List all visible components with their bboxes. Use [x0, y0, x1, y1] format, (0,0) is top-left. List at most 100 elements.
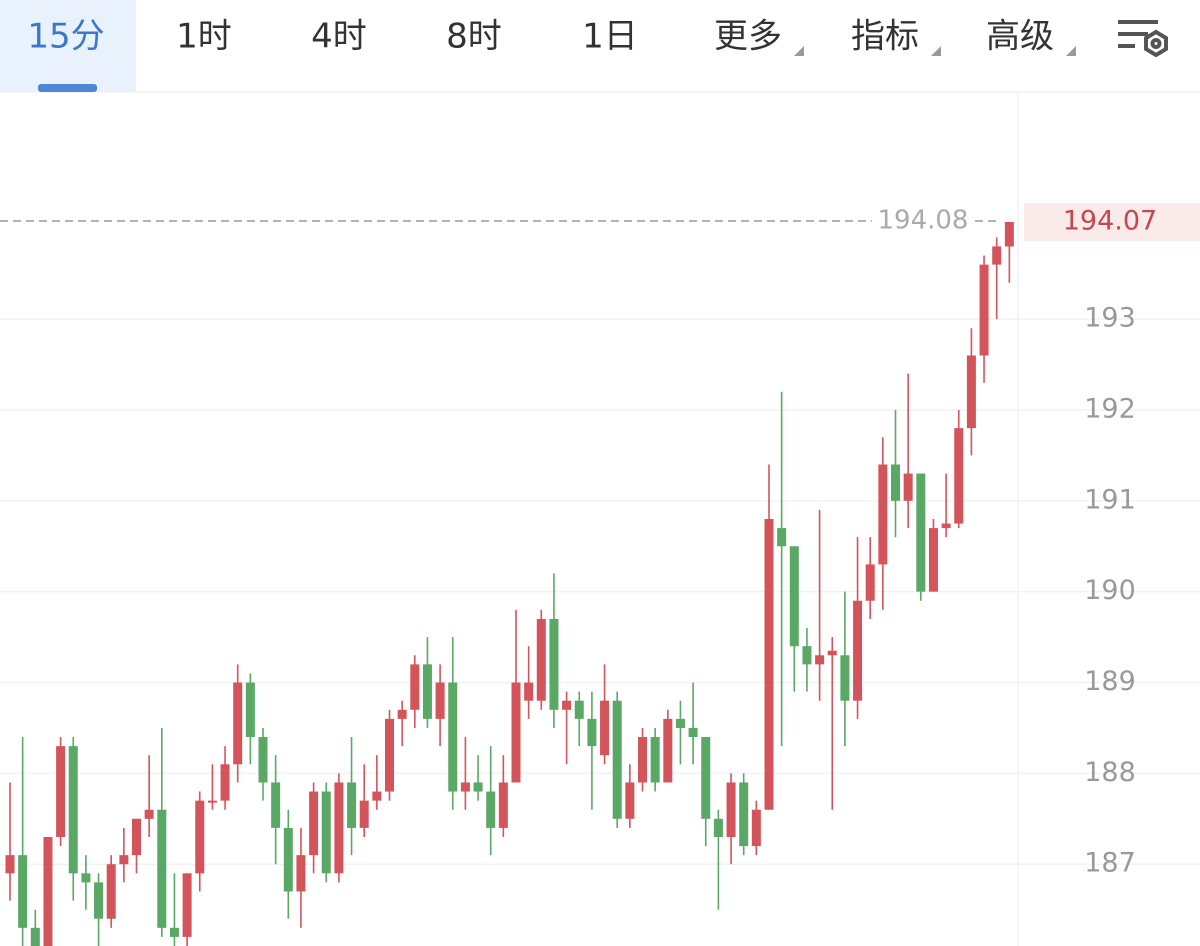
- candle-body: [853, 600, 863, 701]
- candle-body: [675, 718, 685, 728]
- candle-body: [271, 782, 281, 828]
- dropdown-arrow: [794, 46, 804, 56]
- candle-body: [119, 855, 129, 865]
- candle-body: [207, 800, 217, 803]
- candle-body: [536, 618, 546, 701]
- candle-body: [511, 682, 521, 783]
- y-tick-label: 192: [1084, 393, 1136, 424]
- candle-body: [498, 782, 508, 828]
- candle-body: [638, 737, 647, 783]
- candle-body: [764, 519, 774, 810]
- candle-body: [309, 791, 319, 856]
- active-tab-bg: [0, 0, 136, 92]
- candle-body: [840, 655, 850, 701]
- candle-body: [56, 746, 66, 837]
- dropdown-arrow: [931, 46, 941, 56]
- candle-body: [460, 782, 470, 792]
- tab[interactable]: 指标: [851, 17, 919, 57]
- last-price-bg: [1024, 202, 1200, 241]
- candle-body: [701, 737, 711, 819]
- candle-body: [245, 682, 255, 738]
- last-price-label: 194.07: [1063, 205, 1157, 236]
- candle-body: [524, 682, 534, 701]
- candle-body: [30, 927, 40, 946]
- dropdown-arrow: [1066, 46, 1076, 56]
- marker-label-bg: [872, 207, 974, 236]
- candle-body: [928, 528, 938, 592]
- candle-body: [992, 246, 1002, 265]
- candle-body: [422, 664, 432, 719]
- candle-body: [663, 718, 673, 783]
- candle-body: [739, 782, 749, 847]
- candle-body: [258, 737, 268, 783]
- candle-body: [827, 650, 837, 656]
- candle-body: [5, 855, 15, 874]
- candle-body: [347, 782, 357, 828]
- candle-body: [903, 473, 913, 501]
- y-tick-label: 189: [1084, 666, 1136, 697]
- tab[interactable]: 1日: [582, 17, 638, 57]
- candle-body: [220, 764, 230, 801]
- candle-body: [865, 564, 875, 601]
- active-tab-indicator: [38, 84, 97, 92]
- candle-body: [68, 746, 78, 874]
- candle-body: [397, 709, 407, 719]
- candle-body: [789, 546, 799, 647]
- candle-body: [954, 428, 964, 524]
- candle-body: [334, 782, 344, 874]
- candle-body: [878, 464, 888, 565]
- candle-body: [650, 737, 660, 783]
- candle-body: [169, 927, 179, 937]
- candle-body: [549, 618, 559, 710]
- candle-body: [132, 818, 141, 856]
- settings-icon[interactable]: [1118, 20, 1168, 58]
- tab[interactable]: 高级: [986, 17, 1054, 57]
- candle-body: [612, 700, 622, 819]
- candle-body: [777, 528, 787, 547]
- candle-body: [448, 682, 458, 792]
- tab[interactable]: 8时: [446, 17, 502, 57]
- candle-body: [43, 836, 53, 946]
- tab[interactable]: 4时: [311, 17, 367, 57]
- y-tick-label: 193: [1084, 303, 1136, 334]
- candle-body: [486, 791, 496, 828]
- candle-body: [1004, 221, 1014, 247]
- candle-body: [726, 782, 736, 837]
- candle-body: [81, 873, 91, 883]
- candle-body: [144, 809, 154, 819]
- candle-body: [979, 264, 989, 356]
- candle-body: [372, 791, 382, 801]
- marker-label: 194.08: [878, 206, 969, 236]
- candle-body: [891, 464, 900, 501]
- candle-body: [410, 664, 420, 710]
- candle-body: [182, 873, 192, 937]
- candle-body: [296, 855, 306, 892]
- candle-body: [600, 700, 610, 756]
- candle-body: [321, 791, 331, 874]
- candle-body: [562, 700, 572, 710]
- y-tick-label: 191: [1084, 484, 1136, 515]
- candle-body: [802, 646, 812, 665]
- candle-body: [385, 718, 394, 792]
- tab[interactable]: 15分: [27, 17, 104, 57]
- tab[interactable]: 1时: [176, 17, 232, 57]
- candle-body: [435, 682, 445, 719]
- candle-body: [625, 782, 635, 819]
- candle-body: [815, 655, 825, 665]
- toolbar: [0, 0, 1200, 92]
- y-tick-label: 188: [1084, 757, 1136, 788]
- candle-body: [359, 800, 369, 828]
- candle-body: [688, 727, 698, 738]
- candle-body: [574, 700, 584, 719]
- candle-body: [587, 718, 597, 747]
- candle-body: [18, 855, 28, 928]
- candle-body: [283, 827, 293, 892]
- candle-body: [233, 682, 243, 765]
- candle-body: [941, 523, 951, 529]
- candle-body: [94, 882, 104, 919]
- candle-body: [473, 782, 483, 792]
- y-tick-label: 187: [1084, 848, 1136, 879]
- candle-body: [751, 809, 761, 847]
- tab[interactable]: 更多: [714, 17, 782, 57]
